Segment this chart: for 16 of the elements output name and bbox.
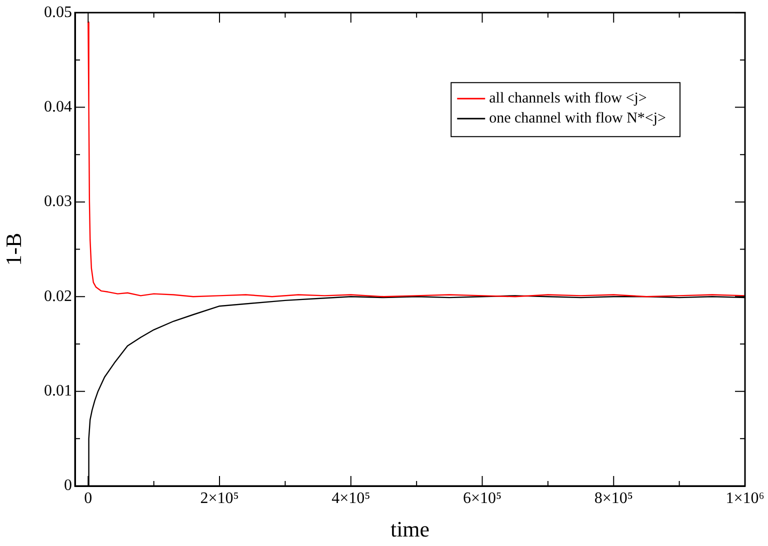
y-tick-label: 0.04	[44, 98, 72, 116]
y-tick-label: 0.05	[44, 4, 72, 21]
y-tick-label: 0.01	[44, 382, 72, 400]
legend-label: all channels with flow <j>	[489, 90, 647, 107]
x-tick-label: 8×10⁵	[594, 490, 633, 507]
y-tick-label: 0.03	[44, 193, 72, 210]
legend-label: one channel with flow N*<j>	[489, 110, 666, 127]
y-tick-label: 0.02	[44, 288, 72, 305]
y-axis-title: 1-B	[0, 232, 26, 266]
x-tick-label: 6×10⁵	[462, 490, 502, 507]
x-tick-label: 1×10⁶	[726, 490, 764, 507]
x-tick-label: 0	[84, 490, 92, 507]
x-tick-label: 4×10⁵	[332, 490, 370, 507]
x-tick-label: 2×10⁵	[200, 490, 239, 507]
x-axis-title: time	[390, 516, 430, 542]
y-tick-label: 0	[64, 477, 72, 494]
